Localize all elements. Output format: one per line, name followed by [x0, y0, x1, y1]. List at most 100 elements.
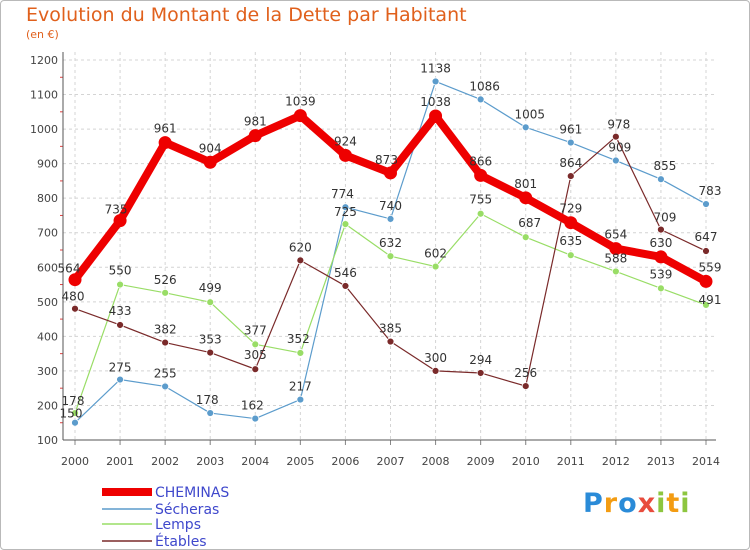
data-point [338, 148, 352, 162]
data-label: 162 [241, 399, 264, 413]
data-point [386, 252, 395, 261]
x-tick-label: 2002 [151, 455, 179, 468]
data-label: 909 [608, 141, 631, 155]
data-label: 961 [154, 122, 177, 136]
data-label: 352 [287, 332, 310, 346]
data-point [566, 138, 575, 147]
data-label: 382 [154, 323, 177, 337]
x-tick-label: 2014 [692, 455, 720, 468]
data-point [296, 349, 305, 357]
data-point [476, 95, 485, 104]
data-point [248, 129, 262, 143]
y-tick-label: 1000 [30, 123, 58, 136]
data-point [296, 256, 305, 265]
data-point [206, 348, 215, 357]
data-point [566, 251, 575, 260]
data-point [657, 284, 665, 293]
data-point [71, 418, 79, 427]
x-tick-label: 2005 [286, 455, 314, 468]
data-label: 630 [649, 236, 672, 250]
x-tick-label: 2000 [61, 455, 89, 468]
data-label: 774 [331, 187, 354, 201]
data-label: 300 [424, 351, 447, 365]
y-tick-label: 300 [37, 365, 58, 378]
data-label: 725 [334, 205, 357, 219]
data-label: 602 [424, 247, 447, 261]
data-label: 755 [469, 193, 492, 207]
data-point [251, 414, 260, 423]
data-point [116, 280, 124, 289]
data-label: 654 [604, 228, 627, 242]
data-point [116, 375, 124, 384]
x-tick-label: 2003 [196, 455, 224, 468]
data-point [702, 301, 710, 309]
data-label: 904 [199, 141, 222, 155]
data-label: 588 [604, 251, 627, 265]
data-point [609, 242, 623, 256]
data-point [566, 172, 575, 180]
y-tick-label: 1100 [30, 89, 58, 102]
data-point [158, 136, 172, 150]
legend-label: Sécheras [155, 502, 219, 518]
data-point [699, 274, 713, 288]
data-point [654, 250, 668, 264]
data-label: 647 [695, 230, 718, 244]
data-point [611, 267, 620, 276]
data-label: 294 [469, 353, 492, 367]
data-point [341, 282, 350, 290]
data-label: 526 [154, 273, 177, 287]
data-label: 635 [559, 234, 582, 248]
data-point [71, 409, 79, 417]
data-label: 729 [559, 202, 582, 216]
data-label: 150 [60, 407, 83, 421]
data-point [116, 321, 124, 329]
data-point [431, 77, 440, 86]
data-point [474, 168, 488, 182]
data-label: 783 [699, 184, 722, 198]
data-point [476, 209, 485, 218]
x-tick-label: 2013 [647, 455, 675, 468]
data-point [68, 273, 82, 287]
legend-label: CHEMINAS [155, 485, 229, 501]
data-point [161, 288, 170, 297]
x-tick-label: 2012 [602, 455, 630, 468]
data-labels: 564 735 961 904 981 1039 924 873 1038 866 801 729 65… [58, 61, 722, 420]
legend-label: Étables [155, 533, 207, 550]
data-point [384, 166, 397, 180]
data-point [431, 262, 440, 271]
y-tick-label: 800 [37, 192, 58, 205]
x-tick-label: 2009 [467, 455, 495, 468]
data-point [71, 304, 79, 313]
y-tick-label: 600 [37, 261, 58, 274]
data-label: 1138 [420, 61, 451, 75]
data-label: 873 [375, 153, 398, 167]
data-label: 632 [379, 236, 402, 250]
data-label: 978 [607, 118, 630, 132]
x-tick-label: 2001 [106, 455, 134, 468]
logo-letter: i [656, 488, 667, 519]
data-label: 377 [244, 323, 267, 337]
grid [63, 52, 716, 446]
data-point [431, 367, 440, 375]
data-label: 546 [334, 266, 357, 280]
data-point [293, 109, 307, 123]
data-label: 178 [196, 393, 219, 407]
data-label: 961 [559, 123, 582, 137]
series-lines [68, 77, 713, 427]
logo-letter: i [680, 488, 691, 519]
data-point [476, 369, 485, 377]
data-point [611, 132, 620, 141]
data-label: 687 [518, 216, 541, 230]
data-label: 256 [514, 366, 537, 380]
data-point [203, 155, 217, 169]
y-tick-label: 400 [37, 330, 58, 343]
data-point [521, 123, 530, 132]
y-tick-label: 700 [37, 227, 58, 240]
data-label: 981 [244, 115, 267, 129]
data-label: 480 [62, 290, 85, 304]
data-label: 491 [699, 293, 722, 307]
logo-letter: r [603, 488, 619, 519]
data-point [161, 338, 170, 347]
y-tick-label: 100 [37, 434, 58, 447]
